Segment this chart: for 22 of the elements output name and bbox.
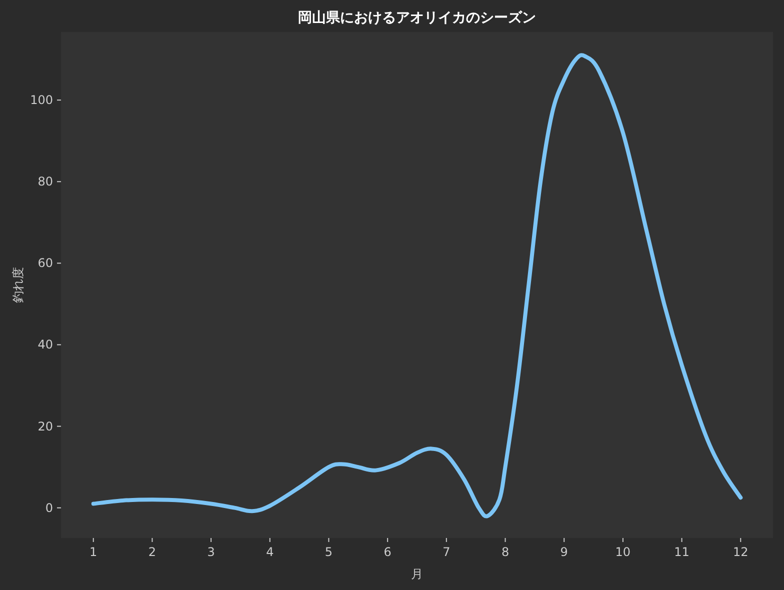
y-tick-label: 100 [30,93,53,108]
x-tick-label: 6 [384,545,392,559]
y-tick-label: 40 [38,338,53,352]
x-tick-label: 1 [90,545,98,559]
x-tick-label: 5 [324,545,333,559]
x-tick-label: 2 [148,545,156,559]
x-tick-label: 10 [615,545,631,559]
y-axis-title: 釣れ度 [11,267,25,303]
x-tick-label: 7 [442,545,450,559]
x-axis-title: 月 [411,567,423,581]
x-tick-label: 4 [266,545,274,559]
x-tick-label: 9 [560,545,568,559]
y-tick-label: 60 [38,256,53,270]
chart-title: 岡山県におけるアオリイカのシーズン [298,10,536,26]
x-tick-label: 3 [207,545,215,559]
x-tick-label: 11 [674,545,690,559]
y-tick-label: 80 [38,174,53,189]
y-tick-label: 0 [45,500,53,515]
y-tick-label: 20 [38,419,53,434]
line-series [91,54,743,518]
x-tick-label: 12 [732,545,748,559]
x-tick-label: 8 [501,545,510,559]
